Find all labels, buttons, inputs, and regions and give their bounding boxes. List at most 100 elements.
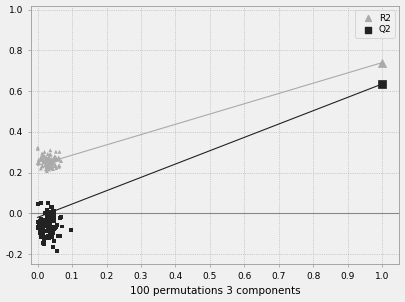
Point bbox=[48, 163, 54, 168]
Point bbox=[36, 231, 43, 236]
Point bbox=[56, 157, 63, 162]
Point bbox=[49, 163, 55, 168]
Point bbox=[49, 244, 56, 249]
Point bbox=[47, 222, 53, 226]
Point bbox=[54, 223, 61, 227]
Point bbox=[45, 162, 51, 166]
Point bbox=[41, 224, 48, 229]
Point bbox=[40, 232, 47, 236]
Point bbox=[43, 164, 50, 169]
Point bbox=[36, 219, 43, 223]
Point bbox=[47, 228, 54, 233]
Point bbox=[35, 225, 42, 230]
Point bbox=[42, 155, 49, 160]
Point bbox=[41, 241, 47, 246]
Point bbox=[38, 158, 45, 162]
Point bbox=[38, 219, 45, 224]
Point bbox=[37, 223, 43, 228]
Point bbox=[68, 227, 75, 232]
Point bbox=[36, 225, 42, 230]
Point bbox=[45, 164, 51, 169]
Point bbox=[47, 152, 54, 157]
Point bbox=[54, 249, 60, 254]
Point bbox=[53, 225, 60, 230]
Point bbox=[38, 201, 45, 206]
Point bbox=[41, 153, 47, 158]
Point bbox=[37, 158, 44, 162]
Point bbox=[43, 155, 50, 160]
Legend: R2, Q2: R2, Q2 bbox=[355, 10, 395, 38]
Point bbox=[48, 204, 54, 209]
Point bbox=[48, 232, 55, 237]
Point bbox=[45, 215, 52, 220]
Point bbox=[49, 231, 56, 236]
Point bbox=[55, 164, 62, 169]
Point bbox=[36, 222, 43, 226]
Point bbox=[51, 209, 58, 214]
Point bbox=[51, 161, 57, 165]
Point bbox=[49, 160, 55, 165]
Point bbox=[48, 158, 55, 163]
Point bbox=[40, 153, 46, 158]
Point bbox=[49, 232, 56, 236]
Point bbox=[42, 210, 49, 215]
Point bbox=[40, 230, 46, 235]
Point bbox=[53, 156, 59, 160]
Point bbox=[48, 165, 55, 170]
Point bbox=[48, 234, 55, 239]
Point bbox=[50, 216, 56, 221]
Point bbox=[45, 229, 51, 234]
Point bbox=[43, 217, 49, 222]
Point bbox=[43, 156, 49, 161]
Point bbox=[38, 221, 44, 226]
Point bbox=[35, 202, 41, 207]
Point bbox=[51, 155, 58, 159]
Point bbox=[43, 221, 49, 226]
Point bbox=[42, 234, 48, 239]
Point bbox=[47, 228, 53, 233]
Point bbox=[39, 234, 45, 239]
Point bbox=[44, 224, 51, 229]
Point bbox=[34, 161, 41, 165]
Point bbox=[40, 240, 47, 245]
Point bbox=[56, 163, 62, 168]
Point bbox=[56, 149, 63, 154]
Point bbox=[48, 165, 54, 170]
Point bbox=[49, 163, 55, 168]
Point bbox=[40, 223, 47, 228]
Point bbox=[47, 159, 53, 164]
Point bbox=[47, 234, 53, 239]
Point bbox=[44, 214, 51, 219]
X-axis label: 100 permutations 3 components: 100 permutations 3 components bbox=[130, 286, 301, 297]
Point bbox=[41, 222, 47, 226]
Point bbox=[34, 225, 41, 230]
Point bbox=[39, 151, 45, 156]
Point bbox=[51, 239, 57, 244]
Point bbox=[43, 229, 49, 233]
Point bbox=[40, 159, 47, 164]
Point bbox=[43, 157, 49, 162]
Point bbox=[45, 234, 51, 239]
Point bbox=[49, 159, 55, 164]
Point bbox=[40, 228, 46, 233]
Point bbox=[45, 156, 51, 161]
Point bbox=[45, 165, 51, 170]
Point bbox=[46, 212, 53, 217]
Point bbox=[38, 155, 45, 160]
Point bbox=[51, 154, 58, 159]
Point bbox=[39, 163, 45, 168]
Point bbox=[42, 223, 49, 227]
Point bbox=[47, 152, 53, 157]
Point bbox=[43, 167, 49, 172]
Point bbox=[45, 160, 51, 165]
Point bbox=[40, 218, 46, 223]
Point bbox=[46, 155, 52, 160]
Point bbox=[48, 159, 54, 163]
Point bbox=[49, 205, 56, 210]
Point bbox=[45, 161, 52, 166]
Point bbox=[37, 216, 44, 221]
Point bbox=[39, 217, 46, 222]
Point bbox=[51, 217, 57, 222]
Point bbox=[57, 214, 64, 219]
Point bbox=[48, 163, 55, 168]
